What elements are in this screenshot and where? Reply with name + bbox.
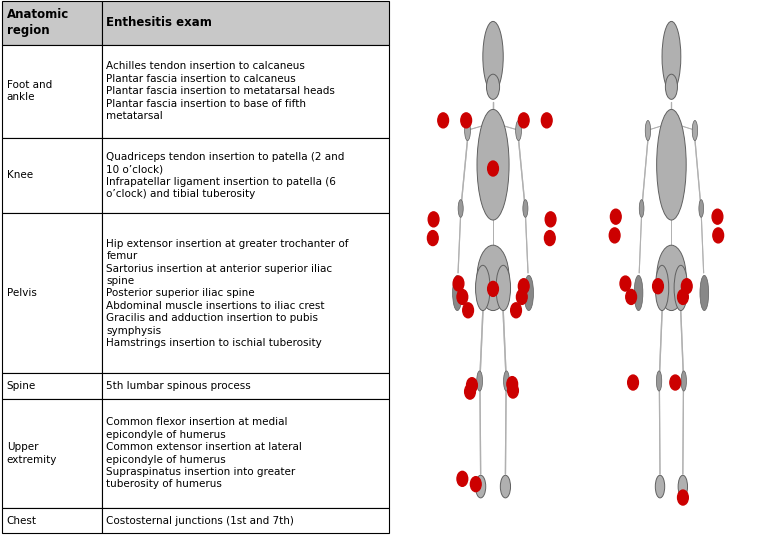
Bar [102, 373, 389, 399]
Circle shape [713, 228, 724, 243]
Ellipse shape [453, 276, 462, 310]
Text: Foot and
ankle: Foot and ankle [7, 80, 52, 102]
Bar [102, 1, 389, 45]
Circle shape [487, 161, 498, 176]
Circle shape [542, 113, 552, 128]
Circle shape [677, 289, 688, 304]
Circle shape [461, 113, 471, 128]
Ellipse shape [476, 265, 490, 310]
Circle shape [653, 279, 663, 294]
Ellipse shape [699, 200, 704, 217]
Ellipse shape [504, 371, 509, 391]
Circle shape [712, 209, 723, 224]
Text: Anatomic
region: Anatomic region [7, 9, 69, 37]
Circle shape [457, 289, 468, 304]
Text: 5th lumbar spinous process: 5th lumbar spinous process [106, 381, 251, 391]
Ellipse shape [662, 21, 680, 92]
Circle shape [518, 113, 529, 128]
Ellipse shape [681, 371, 687, 391]
Bar [102, 399, 389, 508]
Circle shape [609, 228, 620, 243]
Ellipse shape [477, 110, 509, 220]
Bar [2, 137, 102, 213]
Circle shape [681, 279, 692, 294]
Ellipse shape [476, 475, 486, 498]
Circle shape [516, 289, 527, 304]
Text: Knee: Knee [7, 171, 33, 180]
Text: Upper
extremity: Upper extremity [7, 442, 57, 464]
Bar [102, 137, 389, 213]
Circle shape [620, 276, 631, 291]
Ellipse shape [692, 120, 698, 141]
Ellipse shape [515, 120, 522, 141]
Circle shape [545, 212, 556, 227]
Ellipse shape [678, 475, 687, 498]
Ellipse shape [524, 276, 533, 310]
Bar [2, 508, 102, 533]
Ellipse shape [639, 200, 644, 217]
Text: Chest: Chest [7, 516, 36, 526]
Circle shape [428, 231, 438, 246]
Ellipse shape [674, 265, 687, 310]
Bar [2, 45, 102, 137]
Circle shape [518, 279, 529, 294]
Ellipse shape [501, 475, 511, 498]
Circle shape [507, 377, 518, 392]
Ellipse shape [483, 21, 503, 92]
Ellipse shape [487, 74, 500, 100]
Bar [102, 45, 389, 137]
Text: Costosternal junctions (1st and 7th): Costosternal junctions (1st and 7th) [106, 516, 294, 526]
Text: Enthesitis exam: Enthesitis exam [106, 17, 212, 29]
Ellipse shape [458, 200, 463, 217]
Bar [2, 1, 102, 45]
Bar [102, 213, 389, 373]
Text: Spine: Spine [7, 381, 36, 391]
Ellipse shape [666, 74, 677, 100]
Circle shape [511, 303, 522, 318]
Circle shape [463, 303, 474, 318]
Circle shape [438, 113, 449, 128]
Ellipse shape [477, 245, 509, 310]
Circle shape [453, 276, 464, 291]
Circle shape [545, 231, 555, 246]
Circle shape [465, 384, 475, 399]
Ellipse shape [523, 200, 528, 217]
Bar [2, 399, 102, 508]
Text: Hip extensor insertion at greater trochanter of
femur
Sartorius insertion at ant: Hip extensor insertion at greater trocha… [106, 239, 349, 348]
Circle shape [467, 378, 477, 393]
Bar [2, 213, 102, 373]
Bar [102, 508, 389, 533]
Circle shape [677, 490, 688, 505]
Circle shape [625, 289, 636, 304]
Bar [2, 373, 102, 399]
Ellipse shape [656, 110, 686, 220]
Text: Common flexor insertion at medial
epicondyle of humerus
Common extensor insertio: Common flexor insertion at medial epicon… [106, 417, 302, 490]
Circle shape [670, 375, 680, 390]
Text: Pelvis: Pelvis [7, 288, 36, 299]
Ellipse shape [656, 245, 686, 310]
Ellipse shape [646, 120, 650, 141]
Text: Quadriceps tendon insertion to patella (2 and
10 o’clock)
Infrapatellar ligament: Quadriceps tendon insertion to patella (… [106, 152, 345, 199]
Ellipse shape [656, 475, 665, 498]
Ellipse shape [656, 265, 669, 310]
Ellipse shape [700, 276, 708, 310]
Ellipse shape [496, 265, 511, 310]
Circle shape [429, 212, 439, 227]
Circle shape [487, 281, 498, 296]
Text: Achilles tendon insertion to calcaneus
Plantar fascia insertion to calcaneus
Pla: Achilles tendon insertion to calcaneus P… [106, 62, 336, 121]
Ellipse shape [634, 276, 643, 310]
Circle shape [628, 375, 639, 390]
Circle shape [611, 209, 622, 224]
Ellipse shape [656, 371, 662, 391]
Circle shape [508, 383, 518, 398]
Circle shape [470, 477, 481, 492]
Ellipse shape [464, 120, 470, 141]
Ellipse shape [477, 371, 483, 391]
Circle shape [457, 471, 468, 486]
